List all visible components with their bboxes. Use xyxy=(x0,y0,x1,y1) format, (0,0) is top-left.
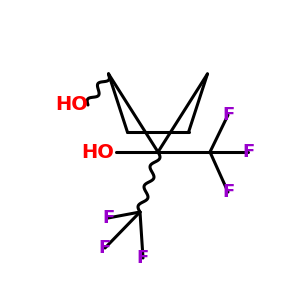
Text: F: F xyxy=(99,239,111,257)
Text: F: F xyxy=(242,143,254,161)
Text: HO: HO xyxy=(56,95,88,115)
Text: F: F xyxy=(222,183,234,201)
Text: F: F xyxy=(102,209,114,227)
Text: F: F xyxy=(222,106,234,124)
Text: HO: HO xyxy=(82,142,114,161)
Text: F: F xyxy=(137,249,149,267)
